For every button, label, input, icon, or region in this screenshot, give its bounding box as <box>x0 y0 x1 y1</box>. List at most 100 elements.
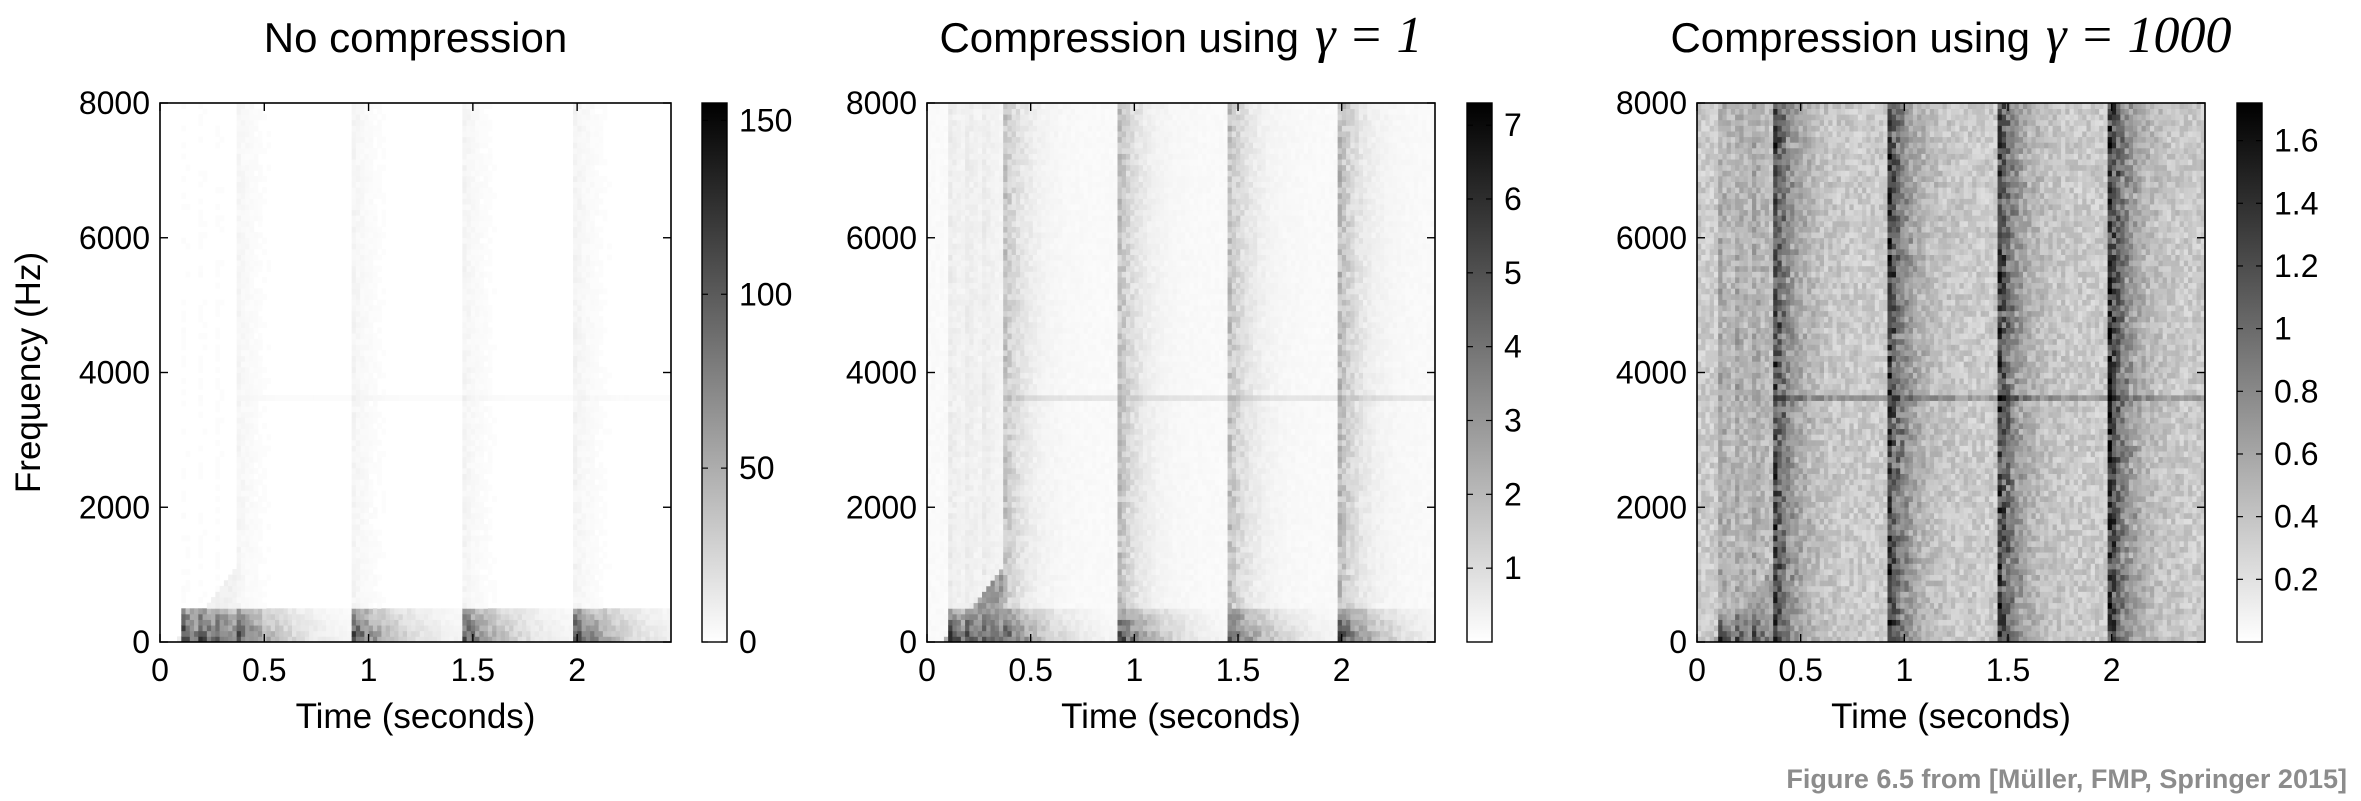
heatmap-cell <box>369 395 374 401</box>
heatmap-cell <box>948 344 953 350</box>
heatmap-cell <box>475 339 480 345</box>
heatmap-cell <box>254 142 259 148</box>
heatmap-cell <box>974 518 979 524</box>
heatmap-cell <box>982 176 987 182</box>
heatmap-cell <box>475 142 480 148</box>
heatmap-cell <box>254 513 259 519</box>
heatmap-cell <box>957 249 962 255</box>
heatmap-cell <box>577 142 582 148</box>
heatmap-cell <box>462 165 467 171</box>
heatmap-cell <box>961 356 966 362</box>
heatmap-cell <box>369 631 374 637</box>
heatmap-cell <box>262 490 267 496</box>
heatmap-cell <box>986 406 991 412</box>
heatmap-cell <box>347 631 352 637</box>
heatmap-cell <box>352 232 357 238</box>
heatmap-cell <box>215 344 220 350</box>
heatmap-cell <box>948 406 953 412</box>
heatmap-cell <box>982 170 987 176</box>
heatmap-cell <box>266 631 271 637</box>
heatmap-cell <box>369 109 374 115</box>
heatmap-cell <box>986 339 991 345</box>
heatmap-cell <box>935 305 940 311</box>
heatmap-cell <box>573 339 578 345</box>
heatmap-cell <box>462 159 467 165</box>
heatmap-cell <box>603 502 608 508</box>
heatmap-cell <box>467 457 472 463</box>
heatmap-cell <box>241 429 246 435</box>
heatmap-cell <box>535 608 540 614</box>
heatmap-cell <box>969 530 974 536</box>
heatmap-cell <box>258 170 263 176</box>
heatmap-cell <box>995 513 1000 519</box>
heatmap-cell <box>271 631 276 637</box>
heatmap-cell <box>484 131 489 137</box>
heatmap-cell <box>590 221 595 227</box>
heatmap-cell <box>969 361 974 367</box>
heatmap-cell <box>957 361 962 367</box>
heatmap-cell <box>237 277 242 283</box>
heatmap-cell <box>940 114 945 120</box>
heatmap-cell <box>957 215 962 221</box>
heatmap-cell <box>479 249 484 255</box>
heatmap-cell <box>352 541 357 547</box>
heatmap-cell <box>377 530 382 536</box>
heatmap-cell <box>978 311 983 317</box>
heatmap-cell <box>961 339 966 345</box>
heatmap-cell <box>944 193 949 199</box>
heatmap-cell <box>586 260 591 266</box>
heatmap-cell <box>181 333 186 339</box>
heatmap-cell <box>965 580 970 586</box>
heatmap-cell <box>471 204 476 210</box>
heatmap-cell <box>462 575 467 581</box>
heatmap-cell <box>245 597 250 603</box>
heatmap-cell <box>957 445 962 451</box>
heatmap-cell <box>999 417 1004 423</box>
heatmap-cell <box>931 384 936 390</box>
heatmap-cell <box>360 496 365 502</box>
heatmap-cell <box>462 389 467 395</box>
heatmap-cell <box>611 620 616 626</box>
heatmap-cell <box>377 597 382 603</box>
heatmap-cell <box>599 137 604 143</box>
heatmap-cell <box>577 608 582 614</box>
heatmap-cell <box>961 142 966 148</box>
heatmap-cell <box>948 518 953 524</box>
heatmap-cell <box>356 620 361 626</box>
heatmap-cell <box>577 373 582 379</box>
heatmap-cell <box>241 294 246 300</box>
heatmap-cell <box>586 530 591 536</box>
heatmap-cell <box>237 367 242 373</box>
heatmap-cell <box>245 227 250 233</box>
heatmap-cell <box>948 232 953 238</box>
heatmap-cell <box>986 283 991 289</box>
heatmap-cell <box>237 569 242 575</box>
heatmap-cell <box>935 283 940 289</box>
heatmap-cell <box>969 586 974 592</box>
heatmap-cell <box>249 614 254 620</box>
heatmap-cell <box>577 125 582 131</box>
heatmap-cell <box>254 300 259 306</box>
heatmap-cell <box>352 260 357 266</box>
heatmap-cell <box>266 625 271 631</box>
heatmap-cell <box>360 193 365 199</box>
heatmap-cell <box>364 524 369 530</box>
heatmap-cell <box>944 182 949 188</box>
heatmap-cell <box>296 395 301 401</box>
heatmap-cell <box>931 266 936 272</box>
heatmap-cell <box>492 434 497 440</box>
heatmap-cell <box>982 603 987 609</box>
heatmap-cell <box>986 513 991 519</box>
heatmap-cell <box>986 563 991 569</box>
heatmap-cell <box>944 445 949 451</box>
heatmap-cell <box>237 187 242 193</box>
heatmap-cell <box>377 631 382 637</box>
heatmap-cell <box>471 575 476 581</box>
heatmap-cell <box>594 608 599 614</box>
heatmap-cell <box>965 255 970 261</box>
heatmap-cell <box>969 283 974 289</box>
heatmap-cell <box>952 631 957 637</box>
heatmap-cell <box>948 603 953 609</box>
heatmap-cell <box>462 125 467 131</box>
heatmap-cell <box>590 294 595 300</box>
